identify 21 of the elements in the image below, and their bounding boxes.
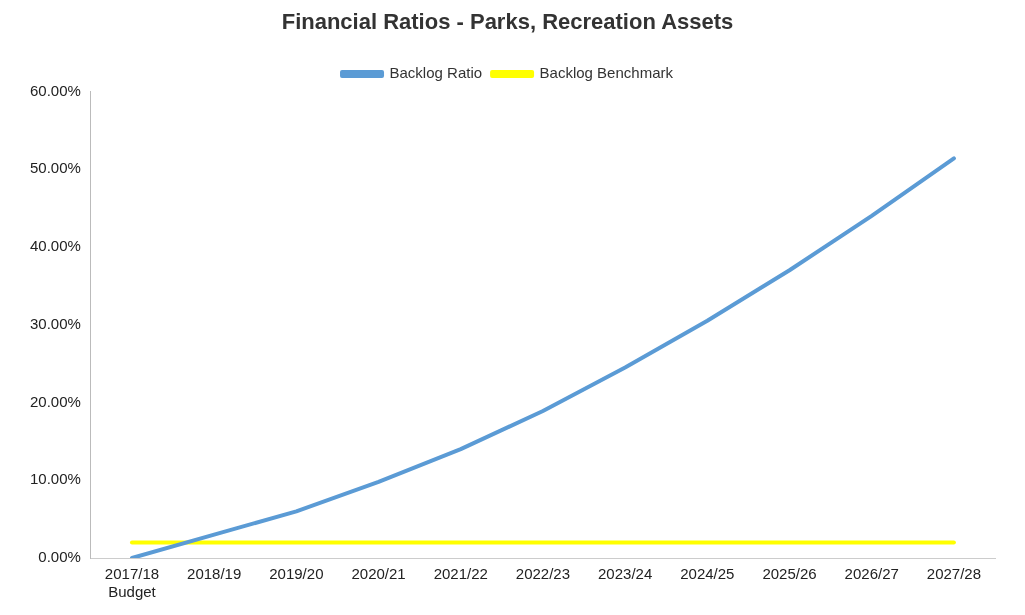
- x-tick-label: 2022/23: [515, 565, 571, 583]
- x-tick-label: 2027/28: [926, 565, 982, 583]
- x-tick-label: 2020/21: [351, 565, 406, 583]
- legend-label: Backlog Ratio: [389, 64, 483, 82]
- y-tick-label: 50.00%: [30, 159, 81, 177]
- x-tick-label: 2019/20: [269, 565, 324, 583]
- y-tick-label: 60.00%: [30, 81, 81, 99]
- y-tick-label: 0.00%: [38, 548, 81, 566]
- chart-title: Financial Ratios - Parks, Recreation Assets: [281, 9, 734, 35]
- legend-label: Backlog Benchmark: [539, 64, 674, 82]
- x-tick-label: 2023/24: [598, 565, 653, 583]
- x-tick-label: 2017/18 Budget: [104, 565, 160, 601]
- y-tick-label: 30.00%: [30, 314, 81, 332]
- x-tick-label: 2026/27: [844, 565, 899, 583]
- y-tick-label: 10.00%: [30, 470, 81, 488]
- x-tick-label: 2025/26: [762, 565, 817, 583]
- x-tick-label: 2018/19: [187, 565, 242, 583]
- y-tick-label: 20.00%: [30, 392, 81, 410]
- x-tick-label: 2024/25: [680, 565, 735, 583]
- x-tick-label: 2021/22: [433, 565, 488, 583]
- y-tick-label: 40.00%: [30, 237, 81, 255]
